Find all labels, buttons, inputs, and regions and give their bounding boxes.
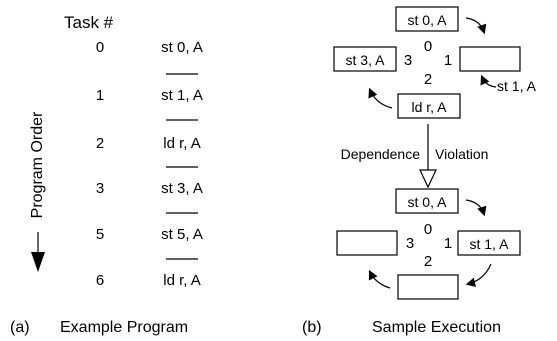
rotation-arrow: [368, 269, 391, 289]
task-number: 3: [96, 180, 104, 197]
instruction: st 3, A: [161, 180, 203, 197]
task-number: 1: [96, 87, 104, 104]
ring-top-box: [395, 188, 459, 214]
instruction: ld r, A: [163, 135, 201, 152]
program-order-arrow-head: [31, 252, 45, 272]
task-number: 2: [96, 135, 104, 152]
ring-label-2: 2: [424, 253, 432, 270]
violation-arrow-head: [419, 169, 437, 189]
ring-left-text: st 3, A: [346, 52, 386, 68]
ring-label-3: 3: [404, 52, 412, 69]
ring-top-text: st 0, A: [408, 194, 448, 210]
instruction: st 5, A: [161, 226, 203, 243]
ring-label-3: 3: [406, 235, 414, 252]
ring-right-text: st 1, A: [470, 236, 510, 252]
ring-label-1: 1: [444, 235, 452, 252]
task-number: 0: [96, 39, 104, 56]
caption-a-letter: (a): [10, 319, 30, 336]
ring-right-box: [457, 230, 521, 256]
ring-left-box: [333, 46, 397, 72]
caption-b-letter: (b): [302, 319, 322, 336]
ring-bottom-box: [397, 274, 459, 300]
task-number: 6: [96, 272, 104, 289]
rotation-arrow: [465, 199, 487, 217]
caption-b-text: Sample Execution: [372, 319, 501, 336]
rotation-arrow: [465, 17, 487, 35]
task-header: Task #: [64, 13, 114, 32]
dependence-label: Dependence: [341, 146, 421, 162]
incoming-arrow: [480, 74, 497, 88]
ring-top-box: [395, 6, 459, 32]
ring-top-text: st 0, A: [408, 12, 448, 28]
violation-label: Violation: [435, 146, 488, 162]
ring-label-2: 2: [424, 71, 432, 88]
panel-b-top-ring: st 0, A st 3, A ld r, A 0 1 2 3 st 1, A: [333, 6, 537, 119]
ring-label-0: 0: [424, 38, 432, 55]
caption-a-text: Example Program: [60, 319, 188, 336]
task-number: 5: [96, 226, 104, 243]
instruction: st 1, A: [161, 87, 203, 104]
instruction: st 0, A: [161, 39, 203, 56]
ring-outside-label: st 1, A: [497, 78, 537, 94]
instruction: ld r, A: [163, 272, 201, 289]
ring-label-0: 0: [424, 221, 432, 238]
rotation-arrow: [465, 263, 492, 287]
panel-b-bottom-ring: st 0, A st 1, A 0 1 2 3 (b) Sample Execu…: [302, 188, 521, 336]
program-order-label: Program Order: [29, 111, 46, 218]
panel-a: Task # Program Order 0 1 2 3 5 6 st 0, A…: [10, 13, 203, 336]
ring-label-1: 1: [444, 52, 452, 69]
ring-bottom-box: [397, 93, 461, 119]
ring-left-box: [336, 230, 398, 256]
rotation-arrow: [368, 87, 393, 109]
ring-right-box: [459, 46, 521, 72]
dependence-violation: Dependence Violation: [341, 124, 488, 189]
ring-bottom-text: ld r, A: [411, 99, 447, 115]
